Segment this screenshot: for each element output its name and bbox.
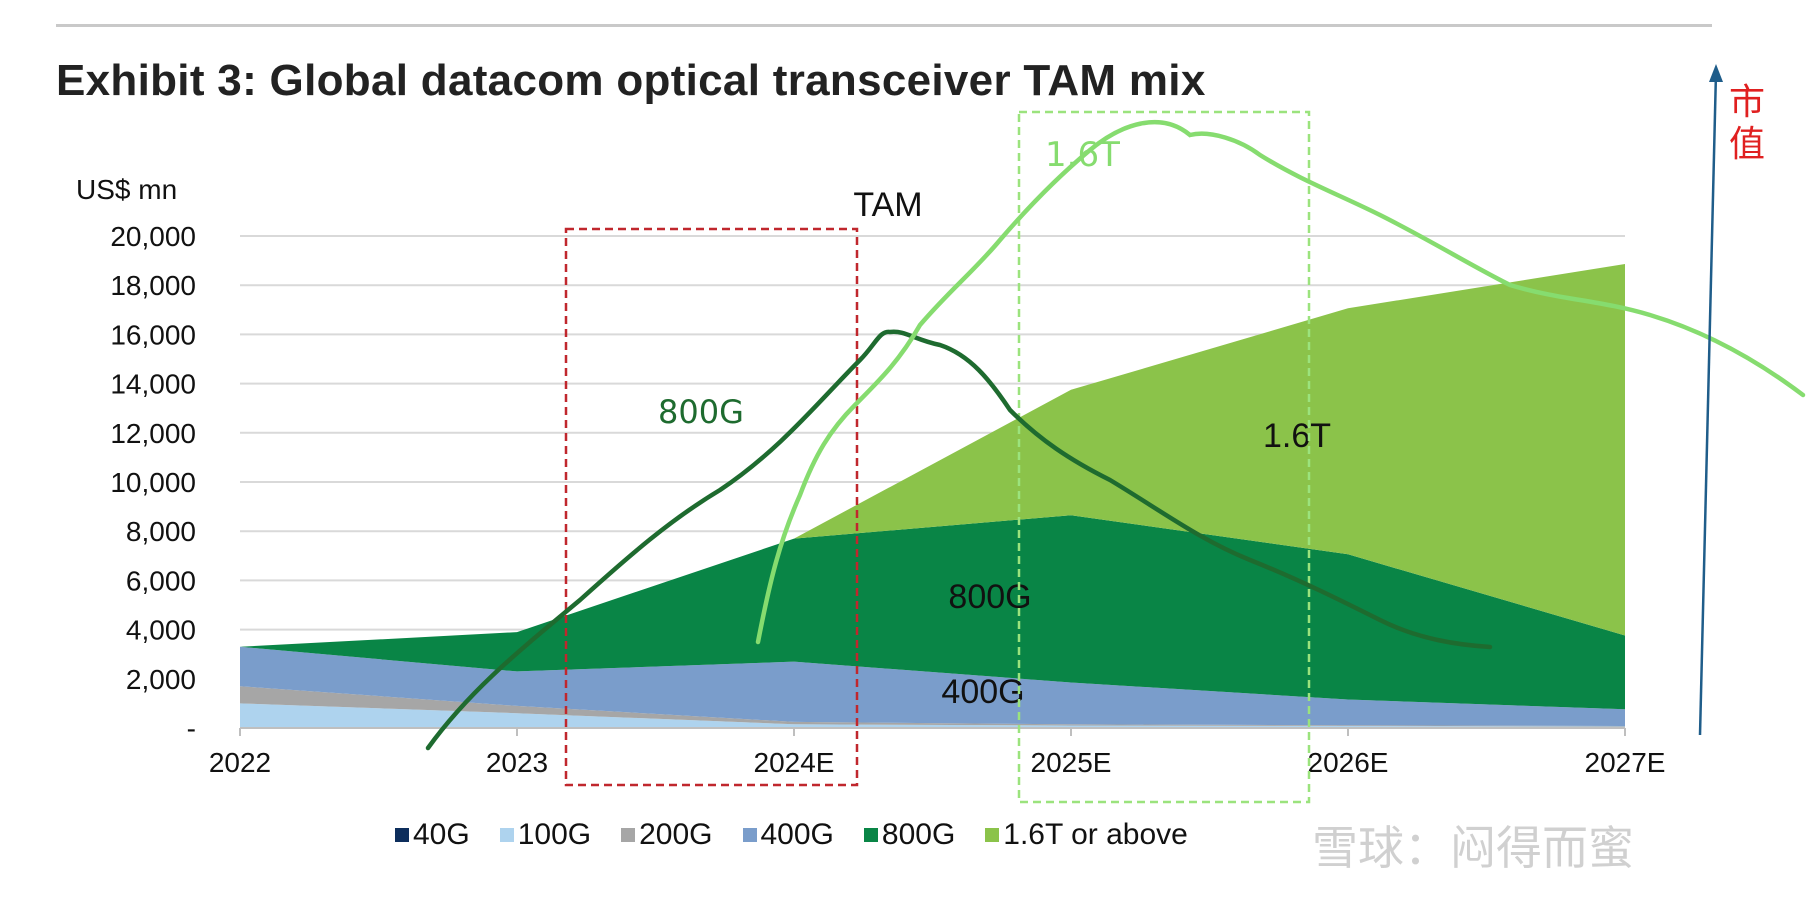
area-label-16t: 1.6T (1263, 417, 1331, 455)
x-tick-label: 2024E (754, 747, 835, 778)
area-400g (240, 646, 1625, 726)
y-tick-label: 12,000 (110, 418, 196, 449)
legend: 40G 100G 200G 400G 800G 1.6T or above (395, 818, 1218, 852)
vertical-arrow-line (1698, 71, 1718, 736)
y-tick-label: 20,000 (110, 221, 196, 252)
x-tick-label: 2022 (209, 747, 271, 778)
legend-swatch (621, 828, 636, 842)
area-1-6t-or-above (240, 264, 1625, 647)
y-axis-title: US$ mn (76, 174, 177, 205)
area-200g (240, 686, 1625, 727)
area-100g (240, 703, 1625, 728)
area-label-800g: 800G (948, 578, 1031, 616)
stacked-areas (240, 264, 1625, 728)
legend-label: 1.6T or above (1003, 818, 1188, 851)
legend-item-200g: 200G (621, 818, 713, 852)
chart-title: Exhibit 3: Global datacom optical transc… (56, 56, 1206, 105)
x-tick-label: 2027E (1585, 747, 1666, 778)
area-label-400g: 400G (941, 673, 1024, 711)
legend-swatch (499, 828, 514, 842)
area-label-tam: TAM (853, 186, 922, 224)
top-rule (56, 24, 1712, 27)
y-tick-label: 8,000 (126, 516, 196, 547)
y-tick-label: 4,000 (126, 615, 196, 646)
highlight-box-2023-2024 (564, 227, 859, 787)
y-tick-label: 10,000 (110, 467, 196, 498)
y-tick-label: 16,000 (110, 319, 196, 350)
handwritten-800g-curve (425, 329, 1493, 751)
legend-swatch (985, 828, 1000, 842)
axes: - 2,000 4,000 6,000 8,000 10,000 12,000 14,000 1… (76, 174, 1665, 778)
x-tick-label: 2025E (1031, 747, 1112, 778)
y-tick-label: 6,000 (126, 565, 196, 596)
legend-item-400g: 400G (742, 818, 834, 852)
handwritten-1-6t-label: 1.6T (1045, 135, 1120, 175)
y-tick-label: 14,000 (110, 369, 196, 400)
watermark: 雪球：闷得而蜜 (1312, 821, 1634, 875)
legend-label: 800G (881, 818, 956, 851)
legend-swatch (395, 828, 409, 842)
legend-label: 40G (413, 818, 470, 851)
highlight-box-2025-2026 (1017, 110, 1311, 804)
area-800g (240, 515, 1625, 710)
legend-item-1-6t-or-above: 1.6T or above (985, 818, 1188, 852)
vertical-arrow-head (1709, 64, 1723, 82)
y-tick-label: - (187, 713, 196, 744)
vertical-axis-note: 市值 (1728, 82, 1765, 165)
legend-swatch (742, 828, 757, 842)
legend-label: 200G (639, 818, 713, 851)
handwritten-800g-label: 800G (658, 393, 744, 431)
handwritten-annotations: 800G 1.6T (425, 64, 1806, 804)
area-labels: TAM 400G 800G 1.6T (853, 186, 1331, 711)
legend-item-800g: 800G (863, 818, 956, 852)
y-tick-label: 18,000 (110, 270, 196, 301)
x-tick-label: 2026E (1308, 747, 1389, 778)
legend-item-100g: 100G (499, 818, 592, 852)
handwritten-1-6t-curve (755, 119, 1806, 645)
x-tick-label: 2023 (486, 747, 548, 778)
legend-item-40g: 40G (395, 818, 470, 852)
y-tick-label: 2,000 (126, 664, 196, 695)
legend-label: 400G (760, 818, 834, 851)
legend-label: 100G (517, 818, 592, 851)
legend-swatch (863, 828, 878, 842)
